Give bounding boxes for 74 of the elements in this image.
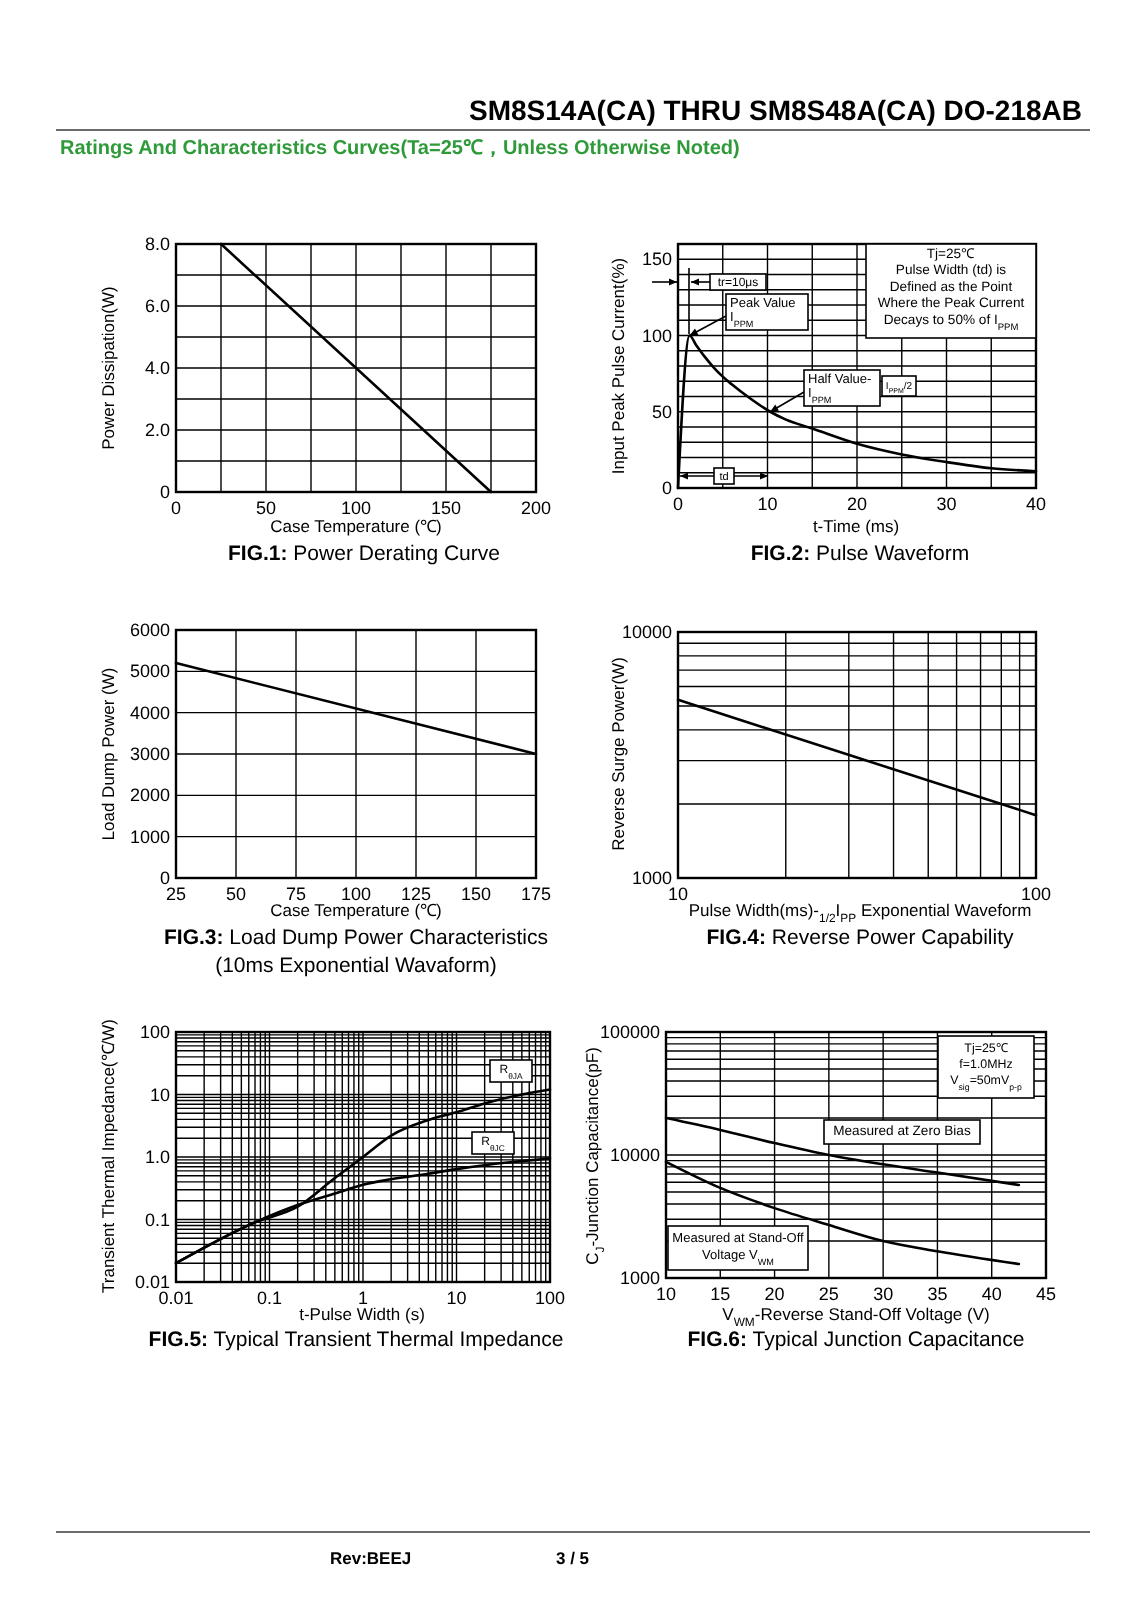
y-tick-label: 0 (661, 478, 672, 498)
y-tick-label: 2000 (129, 785, 170, 806)
y-tick-label: 1000 (631, 868, 672, 888)
text: FIG.2: Pulse Waveform (750, 542, 970, 566)
y-tick-label: 5000 (129, 661, 170, 682)
x-tick-label: 40 (1025, 494, 1047, 514)
text: FIG.5: Typical Transient Thermal Impedance (148, 1328, 564, 1352)
text: SM8S14A(CA) THRU SM8S48A(CA) DO-218AB (469, 94, 1082, 126)
x-tick-label: 125 (400, 884, 432, 904)
x-tick-label: 45 (1035, 1284, 1057, 1304)
x-tick-label: 30 (936, 494, 957, 514)
x-axis-title: Pulse Width(ms)-$_{1/2}$I$_{PP}$ Exponential Waveform (688, 900, 1032, 926)
y-axis-title: Input Peak Pulse Current(%) (608, 257, 628, 475)
x-tick-label: 50 (255, 498, 277, 518)
x-tick-label: 20 (846, 494, 868, 514)
y-axis-title: Reverse Surge Power(W) (608, 656, 628, 851)
x-tick-label: 100 (340, 498, 372, 518)
y-axis-title: Load Dump Power (W) (98, 667, 118, 841)
y-tick-label: 4.0 (144, 358, 170, 378)
y-tick-label: 10000 (609, 1145, 660, 1165)
x-tick-label: 175 (520, 884, 552, 904)
x-tick-label: 100 (534, 1288, 566, 1308)
x-tick-label: 200 (520, 498, 552, 518)
x-axis-title: t-Pulse Width (s) (299, 1304, 426, 1324)
text: FIG.3: Load Dump Power Characteristics (164, 926, 548, 950)
text: 3 / 5 (556, 1548, 590, 1568)
text: (10ms Exponential Wavaform) (215, 954, 497, 978)
y-tick-label: 2.0 (144, 420, 170, 440)
x-tick-label: 0.1 (256, 1288, 283, 1308)
x-tick-label: 1 (357, 1288, 369, 1308)
y-tick-label: 50 (651, 401, 672, 422)
x-tick-label: 100 (340, 884, 372, 904)
y-tick-label: 1000 (129, 826, 170, 847)
x-tick-label: 40 (981, 1284, 1002, 1304)
x-tick-label: 35 (927, 1284, 948, 1304)
x-tick-label: 25 (818, 1284, 839, 1304)
y-tick-label: 3000 (129, 744, 170, 764)
x-axis-title: t-Time (ms) (812, 516, 900, 536)
y-tick-label: 1000 (619, 1268, 660, 1288)
x-tick-label: 10 (446, 1288, 467, 1308)
x-tick-label: 75 (285, 884, 307, 904)
x-axis-title: Case Temperature (℃) (270, 516, 443, 536)
x-tick-label: 30 (873, 1284, 894, 1304)
x-tick-label: 50 (225, 884, 247, 904)
x-tick-label: 15 (710, 1284, 731, 1304)
y-tick-label: 100 (139, 1022, 170, 1042)
x-tick-label: 25 (165, 884, 187, 904)
y-tick-label: 150 (641, 249, 672, 270)
y-tick-label: 10 (149, 1084, 170, 1105)
x-tick-label: 100 (1020, 884, 1052, 904)
text: Rev:BEEJ (330, 1548, 412, 1568)
x-tick-label: 150 (460, 884, 492, 904)
text: Ratings And Characteristics Curves(Ta=25℃，Unless Otherwise Noted) (60, 138, 740, 160)
text: FIG.1: Power Derating Curve (228, 542, 501, 566)
y-tick-label: 8.0 (144, 234, 170, 254)
x-axis-title: Case Temperature (℃) (270, 900, 443, 920)
y-tick-label: 100000 (599, 1022, 660, 1042)
y-tick-label: 6000 (129, 620, 170, 640)
text: FIG.4: Reverse Power Capability (706, 926, 1015, 950)
y-tick-label: 1.0 (144, 1147, 170, 1167)
y-tick-label: 4000 (129, 702, 170, 723)
x-tick-label: 20 (764, 1284, 785, 1304)
y-tick-label: 0 (159, 868, 170, 888)
y-tick-label: 10000 (621, 622, 672, 642)
x-tick-label: 150 (430, 498, 462, 518)
y-tick-label: 100 (641, 325, 672, 346)
y-axis-title: Transient Thermal Impedance(℃/W) (98, 1018, 118, 1293)
y-axis-title: Power Dissipation(W) (98, 285, 118, 450)
text: FIG.6: Typical Junction Capacitance (687, 1328, 1025, 1352)
y-tick-label: 0.1 (144, 1209, 170, 1230)
x-axis-title: V$_{WM}$-Reverse Stand-Off Voltage (V) (722, 1304, 991, 1330)
x-tick-label: 10 (667, 884, 689, 904)
x-tick-label: 10 (757, 494, 778, 514)
y-tick-label: 6.0 (144, 296, 170, 316)
